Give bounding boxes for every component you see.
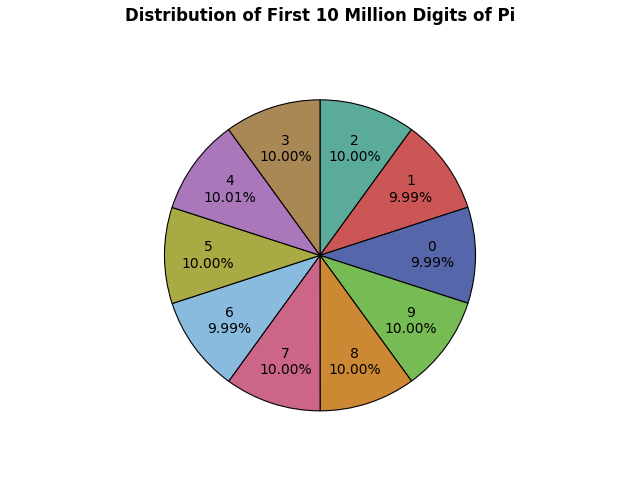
Wedge shape (172, 130, 320, 255)
Wedge shape (320, 207, 476, 303)
Wedge shape (320, 255, 412, 411)
Text: 6
9.99%: 6 9.99% (207, 306, 252, 336)
Title: Distribution of First 10 Million Digits of Pi: Distribution of First 10 Million Digits … (125, 7, 515, 25)
Wedge shape (320, 130, 468, 255)
Wedge shape (228, 100, 320, 255)
Text: 3
10.00%: 3 10.00% (259, 134, 312, 164)
Text: 2
10.00%: 2 10.00% (328, 134, 381, 164)
Wedge shape (172, 255, 320, 381)
Text: 1
9.99%: 1 9.99% (388, 174, 433, 204)
Wedge shape (228, 255, 320, 411)
Text: 8
10.00%: 8 10.00% (328, 347, 381, 377)
Wedge shape (164, 207, 320, 303)
Text: 0
9.99%: 0 9.99% (410, 240, 454, 270)
Text: 9
10.00%: 9 10.00% (385, 306, 437, 336)
Text: 5
10.00%: 5 10.00% (182, 240, 234, 271)
Text: 7
10.00%: 7 10.00% (259, 347, 312, 377)
Wedge shape (320, 255, 468, 381)
Text: 4
10.01%: 4 10.01% (203, 174, 256, 204)
Wedge shape (320, 100, 412, 255)
